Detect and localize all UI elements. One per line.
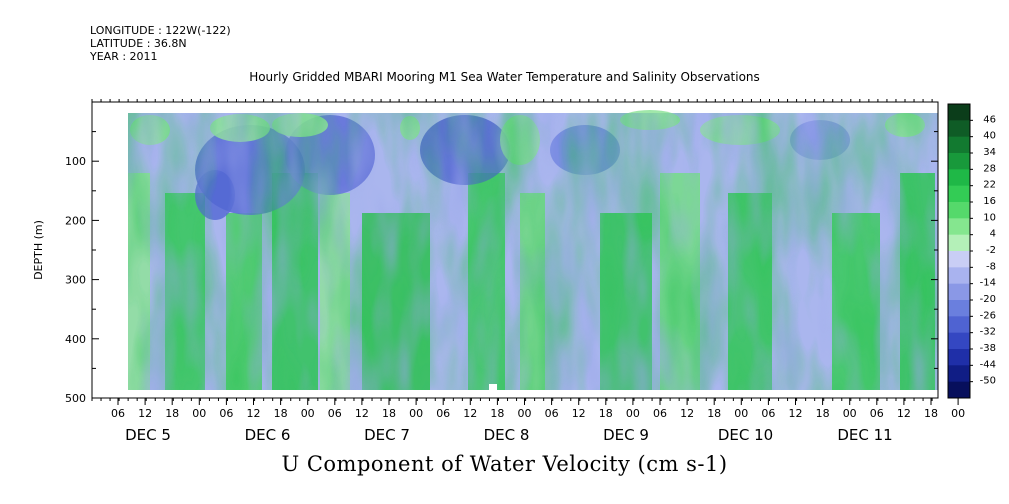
x-day-label: DEC 11 (837, 426, 892, 444)
x-hour-label: 18 (599, 407, 613, 420)
colorbar-label: -38 (980, 343, 996, 354)
colorbar-swatch (948, 136, 970, 154)
colorbar-swatch (948, 365, 970, 383)
x-day-label: DEC 9 (603, 426, 649, 444)
colorbar-swatch (948, 120, 970, 138)
colorbar-swatch (948, 218, 970, 236)
colorbar-label: 34 (983, 147, 996, 158)
x-hour-label: 06 (111, 407, 125, 420)
x-hour-label: 00 (951, 407, 965, 420)
colorbar-swatch (948, 316, 970, 334)
x-hour-label: 06 (761, 407, 775, 420)
colorbar-swatch (948, 381, 970, 399)
x-hour-label: 06 (545, 407, 559, 420)
x-hour-label: 06 (328, 407, 342, 420)
x-day-label: DEC 8 (484, 426, 530, 444)
colorbar-label: -2 (986, 245, 996, 256)
colorbar-label: -26 (980, 310, 996, 321)
x-hour-label: 06 (436, 407, 450, 420)
x-hour-label: 12 (355, 407, 369, 420)
latitude-label: LATITUDE : 36.8N (90, 37, 187, 50)
x-hour-label: 18 (816, 407, 830, 420)
chart-title: Hourly Gridded MBARI Mooring M1 Sea Wate… (249, 70, 760, 84)
colorbar-label: -44 (980, 359, 996, 370)
y-axis-title: DEPTH (m) (32, 220, 45, 280)
colorbar-swatch (948, 300, 970, 317)
x-hour-label: 00 (301, 407, 315, 420)
x-axis-title: U Component of Water Velocity (cm s-1) (281, 452, 728, 476)
x-day-label: DEC 7 (364, 426, 410, 444)
x-hour-label: 12 (138, 407, 152, 420)
x-hour-label: 12 (463, 407, 477, 420)
y-tick-label: 300 (65, 274, 86, 287)
colorbar-label: -8 (986, 261, 996, 272)
x-hour-label: 00 (518, 407, 532, 420)
x-hour-label: 00 (734, 407, 748, 420)
x-hour-label: 06 (219, 407, 233, 420)
colorbar-swatch (948, 169, 970, 187)
x-day-label: DEC 10 (718, 426, 773, 444)
colorbar-swatch (948, 251, 970, 268)
x-hour-label: 00 (626, 407, 640, 420)
heatmap-field (128, 110, 938, 390)
longitude-label: LONGITUDE : 122W(-122) (90, 24, 231, 37)
x-hour-label: 12 (247, 407, 261, 420)
colorbar-label: -20 (980, 294, 996, 305)
year-label: YEAR : 2011 (90, 50, 158, 63)
plot-axes: 100 200 300 400 500 DEPTH (m) 06 12 18 00 06 12 18 00… (32, 99, 965, 444)
colorbar-label: 10 (983, 212, 996, 223)
colorbar-label: 40 (983, 131, 996, 142)
colorbar: 46 40 34 28 22 16 10 4 -2 -8 -14 -20 -26 -32 -38 -44 -50 (947, 103, 996, 399)
x-hour-label: 12 (789, 407, 803, 420)
x-hour-label: 18 (382, 407, 396, 420)
x-hour-label: 12 (897, 407, 911, 420)
colorbar-swatch (948, 153, 970, 170)
colorbar-swatch (948, 267, 970, 285)
x-hour-label: 18 (274, 407, 288, 420)
colorbar-label: 16 (983, 196, 996, 207)
x-hour-label: 06 (870, 407, 884, 420)
missing-data-cell (489, 384, 497, 390)
colorbar-label: -32 (980, 327, 996, 338)
x-day-label: DEC 5 (125, 426, 171, 444)
colorbar-swatch (948, 349, 970, 366)
x-hour-label: 12 (572, 407, 586, 420)
y-tick-label: 500 (65, 392, 86, 405)
x-hour-label: 12 (680, 407, 694, 420)
colorbar-swatch (948, 332, 970, 350)
colorbar-swatch (948, 234, 970, 252)
colorbar-swatch (948, 202, 970, 219)
colorbar-label: 22 (983, 180, 996, 191)
y-tick-label: 100 (65, 155, 86, 168)
y-tick-label: 200 (65, 214, 86, 227)
x-hour-label: 00 (409, 407, 423, 420)
x-hour-label: 00 (843, 407, 857, 420)
colorbar-swatch (948, 185, 970, 203)
colorbar-label: -50 (980, 376, 996, 387)
x-hour-label: 18 (490, 407, 504, 420)
x-day-label: DEC 6 (245, 426, 291, 444)
x-hour-label: 00 (192, 407, 206, 420)
x-hour-label: 18 (165, 407, 179, 420)
x-hour-label: 06 (653, 407, 667, 420)
x-hour-label: 18 (924, 407, 938, 420)
x-hour-label: 18 (707, 407, 721, 420)
colorbar-label: 46 (983, 114, 996, 125)
y-tick-label: 400 (65, 333, 86, 346)
colorbar-swatch (948, 283, 970, 301)
colorbar-swatch (948, 104, 970, 121)
colorbar-label: -14 (980, 278, 996, 289)
colorbar-label: 28 (983, 163, 996, 174)
colorbar-label: 4 (990, 229, 996, 240)
field-texture-blue (128, 113, 938, 390)
